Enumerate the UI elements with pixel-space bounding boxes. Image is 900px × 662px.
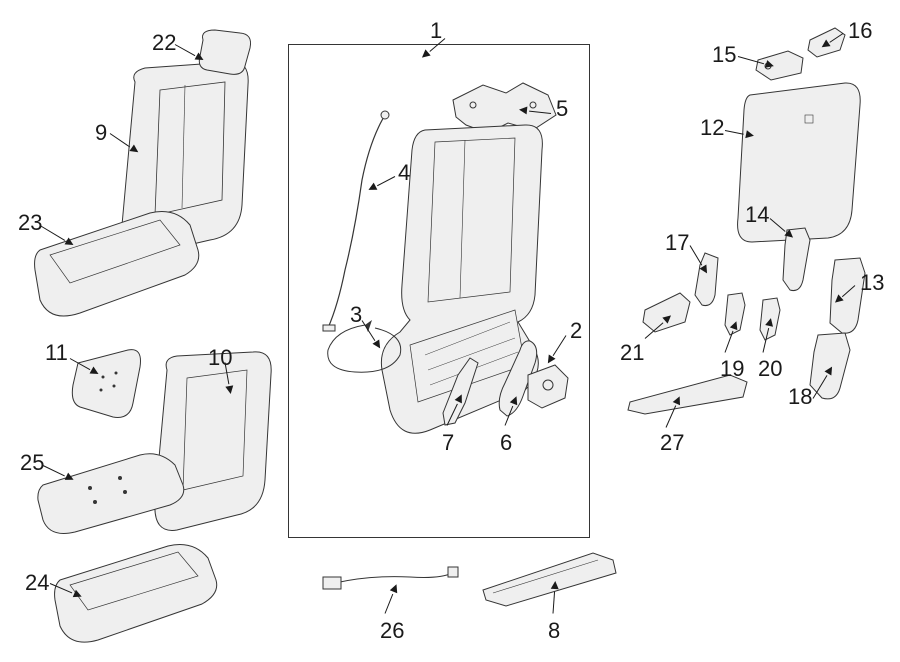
callout-label-17: 17 bbox=[665, 230, 689, 256]
callout-label-8: 8 bbox=[548, 618, 560, 644]
callout-arrow-22 bbox=[175, 44, 195, 56]
part-seat-cushion-23 bbox=[30, 205, 205, 320]
part-latch-15 bbox=[753, 48, 808, 83]
part-panel-11 bbox=[68, 345, 153, 425]
callout-label-15: 15 bbox=[712, 42, 736, 68]
callout-label-12: 12 bbox=[700, 115, 724, 141]
callout-arrowhead-10 bbox=[225, 385, 234, 394]
callout-arrowhead-5 bbox=[519, 106, 528, 115]
part-cover-13 bbox=[820, 255, 870, 340]
callout-label-3: 3 bbox=[350, 302, 362, 328]
callout-label-13: 13 bbox=[860, 270, 884, 296]
callout-label-21: 21 bbox=[620, 340, 644, 366]
callout-label-4: 4 bbox=[398, 160, 410, 186]
callout-label-5: 5 bbox=[556, 96, 568, 122]
callout-label-2: 2 bbox=[570, 318, 582, 344]
callout-label-9: 9 bbox=[95, 120, 107, 146]
callout-label-22: 22 bbox=[152, 30, 176, 56]
callout-label-27: 27 bbox=[660, 430, 684, 456]
callout-label-16: 16 bbox=[848, 18, 872, 44]
part-loop-3 bbox=[320, 320, 410, 380]
part-bracket-14 bbox=[775, 225, 815, 295]
diagram-canvas: 1234567891011121314151617181920212223242… bbox=[0, 0, 900, 662]
callout-arrowhead-8 bbox=[551, 581, 560, 590]
callout-label-7: 7 bbox=[442, 430, 454, 456]
part-arm-7 bbox=[440, 355, 485, 430]
callout-label-11: 11 bbox=[45, 340, 68, 366]
callout-label-6: 6 bbox=[500, 430, 512, 456]
part-piece-19 bbox=[720, 290, 750, 340]
callout-label-20: 20 bbox=[758, 356, 782, 382]
callout-label-18: 18 bbox=[788, 384, 812, 410]
callout-arrowhead-12 bbox=[745, 130, 754, 139]
callout-label-10: 10 bbox=[208, 345, 232, 371]
callout-label-14: 14 bbox=[745, 202, 769, 228]
callout-label-19: 19 bbox=[720, 356, 744, 382]
part-headrest-22 bbox=[195, 28, 255, 78]
part-mat-25 bbox=[35, 450, 190, 535]
callout-label-26: 26 bbox=[380, 618, 404, 644]
part-mechanism-2 bbox=[520, 360, 575, 415]
callout-label-24: 24 bbox=[25, 570, 49, 596]
callout-label-23: 23 bbox=[18, 210, 42, 236]
callout-label-25: 25 bbox=[20, 450, 44, 476]
part-rail-8 bbox=[478, 548, 623, 608]
